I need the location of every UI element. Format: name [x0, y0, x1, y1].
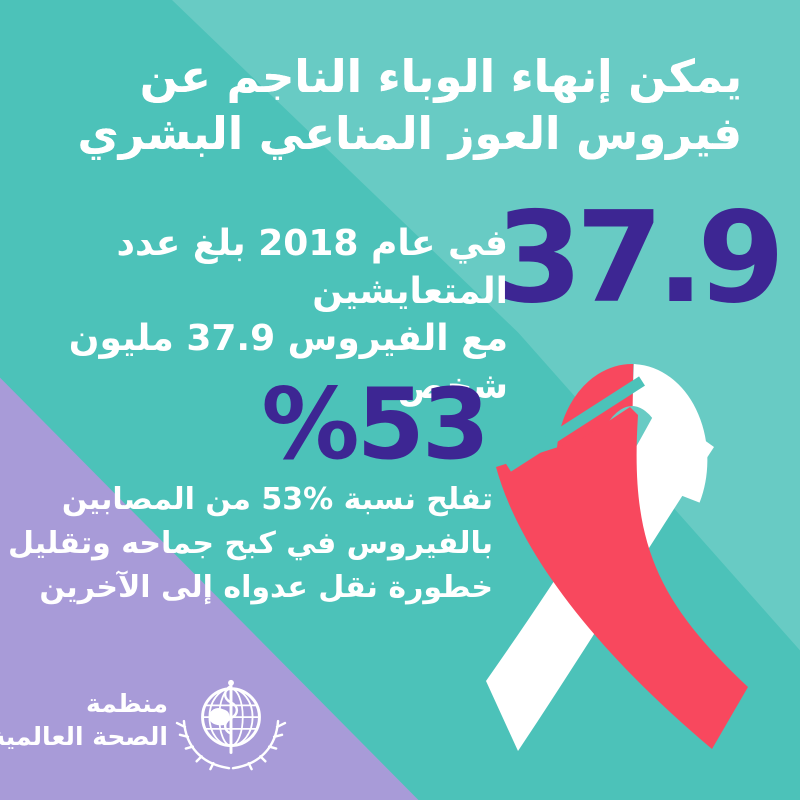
who-emblem-icon [175, 679, 287, 771]
stat-2018-value: 37.9 [495, 184, 785, 331]
stat-53-text: تفلح نسبة %53 من المصابين بالفيروس في كب… [8, 478, 493, 610]
stat-53-line1: تفلح نسبة %53 من المصابين [61, 482, 493, 517]
stat-53-value: %53 [261, 368, 490, 482]
stat-53-line2: بالفيروس في كبح جماحه وتقليل [7, 526, 493, 562]
snake-head [228, 679, 234, 686]
stat-2018-line1: في عام 2018 بلغ عدد المتعايشين [116, 223, 509, 312]
headline-line1: يمكن إنهاء الوباء الناجم عن [139, 50, 743, 103]
who-org-line1: منظمة [86, 689, 168, 718]
stat-53-line3: خطورة نقل عدواه إلى الآخرين [39, 570, 493, 606]
who-logo-text: منظمة الصحة العالمية [0, 688, 168, 753]
globe-landmass [209, 708, 230, 726]
stat-2018-text: في عام 2018 بلغ عدد المتعايشين مع الفيرو… [0, 220, 508, 410]
who-org-line2: الصحة العالمية [0, 721, 168, 751]
laurel-right [231, 719, 287, 771]
headline-line2: فيروس العوز المناعي البشري [77, 107, 743, 161]
awareness-ribbon-icon [486, 364, 748, 751]
headline: يمكن إنهاء الوباء الناجم عن فيروس العوز … [77, 48, 743, 162]
laurel-left [175, 719, 231, 771]
ribbon-red-tail [496, 407, 748, 749]
snake [223, 684, 239, 736]
ribbon-slit [505, 376, 645, 472]
stat-2018-line2: مع الفيروس 37.9 مليون شخص [68, 318, 508, 407]
ribbon-white-loop [630, 364, 708, 503]
